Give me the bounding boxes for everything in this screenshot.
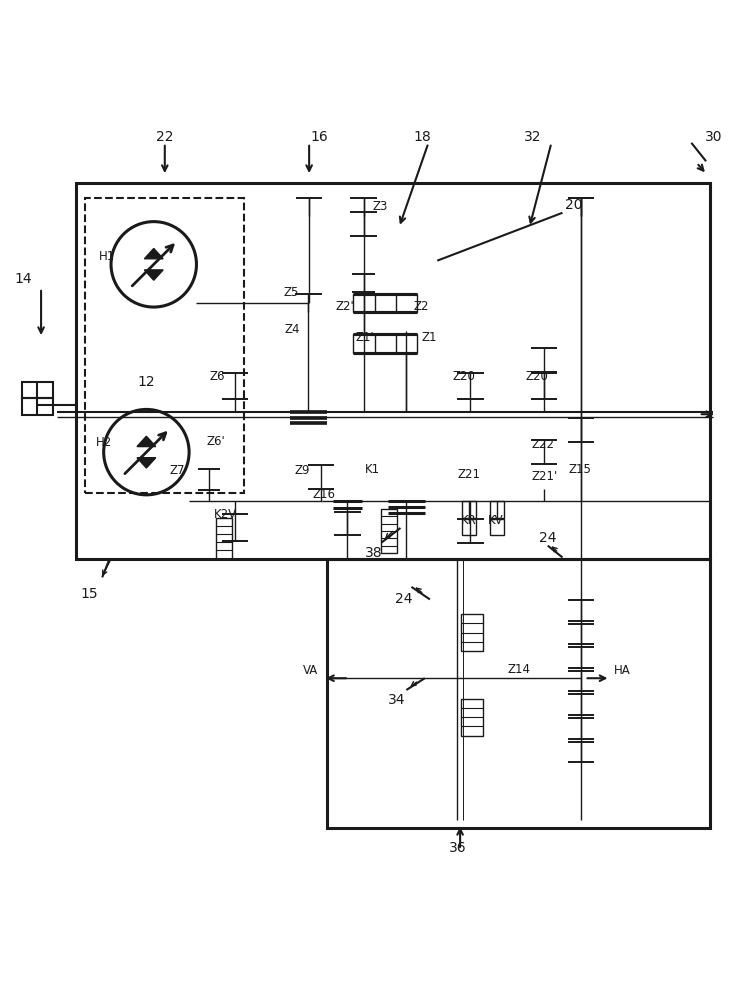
Bar <box>326 559 710 828</box>
Text: Z21: Z21 <box>458 468 481 481</box>
Text: Z16: Z16 <box>312 488 335 501</box>
Text: Z15: Z15 <box>568 463 591 476</box>
Text: Z9: Z9 <box>295 464 310 477</box>
Text: Z2: Z2 <box>414 300 429 313</box>
Polygon shape <box>145 248 163 259</box>
Text: Z20: Z20 <box>452 370 475 383</box>
Bar <box>22 382 53 398</box>
Text: Z3: Z3 <box>372 200 388 213</box>
Bar <box>396 334 417 353</box>
Text: Z1: Z1 <box>421 331 436 344</box>
Text: Z21': Z21' <box>531 470 558 483</box>
Bar <box>462 519 476 535</box>
Text: 24: 24 <box>395 592 413 606</box>
Text: 38: 38 <box>365 546 383 560</box>
Text: Z6: Z6 <box>210 370 225 383</box>
Text: H1: H1 <box>99 250 115 263</box>
Bar <box>76 183 710 559</box>
Text: KR: KR <box>461 514 476 527</box>
Text: 12: 12 <box>137 375 155 389</box>
Bar <box>461 614 483 651</box>
Bar <box>216 518 232 559</box>
Text: 22: 22 <box>156 130 174 144</box>
Text: 18: 18 <box>414 130 431 144</box>
Text: 32: 32 <box>525 130 542 144</box>
Bar <box>381 509 397 553</box>
Polygon shape <box>145 270 163 280</box>
Polygon shape <box>137 436 156 447</box>
Text: 15: 15 <box>81 587 99 601</box>
Text: Z1': Z1' <box>356 331 375 344</box>
Text: 20: 20 <box>565 198 582 212</box>
Text: Z6': Z6' <box>206 435 225 448</box>
Text: VA: VA <box>303 664 318 677</box>
Text: Z14: Z14 <box>508 663 531 676</box>
Text: 34: 34 <box>388 693 406 707</box>
Text: Z20': Z20' <box>525 370 552 383</box>
Text: K2V: K2V <box>214 508 237 521</box>
Bar <box>352 294 375 312</box>
Bar <box>461 699 483 736</box>
Bar <box>352 334 375 353</box>
Text: Z7: Z7 <box>169 464 185 477</box>
Bar <box>396 294 417 312</box>
Text: Z4: Z4 <box>284 323 300 336</box>
Bar <box>462 501 476 518</box>
Text: 14: 14 <box>15 272 32 286</box>
Text: Z2': Z2' <box>335 300 354 313</box>
Text: KV: KV <box>488 514 504 527</box>
Bar <box>490 501 505 518</box>
Text: 24: 24 <box>539 531 556 545</box>
Text: HA: HA <box>614 664 631 677</box>
Text: 16: 16 <box>311 130 328 144</box>
Bar <box>22 398 53 415</box>
Bar <box>490 519 505 535</box>
Text: Z22: Z22 <box>531 438 554 451</box>
Text: 30: 30 <box>705 130 722 144</box>
Text: 36: 36 <box>449 841 467 855</box>
Text: H2: H2 <box>96 436 113 449</box>
Bar <box>85 198 244 493</box>
Text: Z5: Z5 <box>283 286 299 299</box>
Text: K1: K1 <box>365 463 380 476</box>
Polygon shape <box>137 458 156 468</box>
